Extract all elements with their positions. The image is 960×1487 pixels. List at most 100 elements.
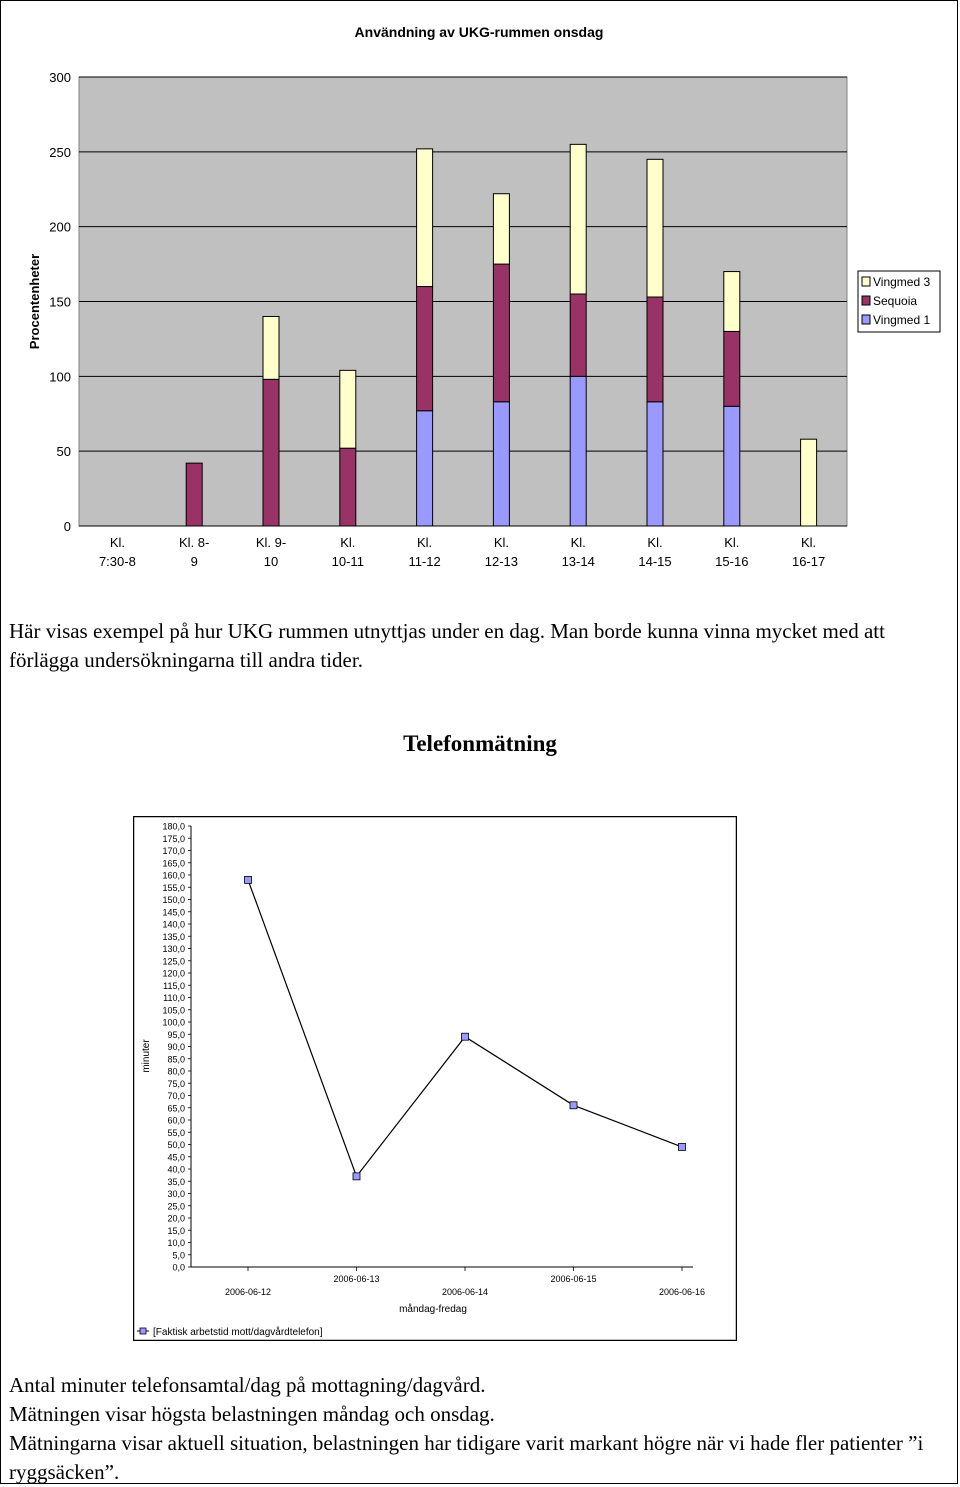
y-tick-label: 0 bbox=[64, 519, 71, 534]
legend-marker bbox=[139, 1327, 147, 1335]
y-tick-label: 75,0 bbox=[167, 1079, 185, 1089]
y-tick-label: 135,0 bbox=[162, 932, 185, 942]
data-point bbox=[461, 1032, 469, 1041]
x-tick-label: 10-11 bbox=[332, 554, 364, 569]
y-tick-label: 35,0 bbox=[167, 1177, 185, 1187]
y-tick-label: 100 bbox=[49, 369, 71, 384]
x-tick-label: Kl. bbox=[340, 535, 355, 550]
y-tick-label: 5,0 bbox=[172, 1250, 185, 1260]
bar-segment bbox=[569, 375, 587, 527]
bar-segment bbox=[646, 401, 664, 527]
caption-line-2: Mätningen visar högsta belastningen månd… bbox=[9, 1402, 495, 1426]
data-point bbox=[244, 876, 252, 884]
y-tick-label: 45,0 bbox=[167, 1152, 185, 1162]
y-tick-label: 15,0 bbox=[167, 1226, 185, 1236]
bar-segment bbox=[800, 438, 818, 527]
chart2-frame bbox=[133, 816, 737, 1341]
bar-segment bbox=[492, 193, 510, 265]
x-tick-label: Kl. bbox=[801, 535, 816, 550]
bar-segment bbox=[646, 158, 664, 298]
bar-segment bbox=[723, 330, 741, 407]
bar-segment bbox=[339, 447, 357, 527]
y-tick-label: 80,0 bbox=[167, 1067, 185, 1077]
y-tick-label: 55,0 bbox=[167, 1128, 185, 1138]
x-tick-label: 13-14 bbox=[562, 554, 595, 569]
y-tick-label: 30,0 bbox=[167, 1189, 185, 1199]
legend-label: [Faktisk arbetstid mott/dagvårdtelefon] bbox=[153, 1326, 323, 1338]
y-tick-label: 170,0 bbox=[162, 846, 185, 856]
bar-segment bbox=[185, 462, 203, 527]
y-tick-label: 145,0 bbox=[162, 907, 185, 917]
bar-segment bbox=[416, 410, 434, 527]
y-tick-label: 115,0 bbox=[163, 981, 185, 991]
chart1-title: Användning av UKG-rummen onsdag bbox=[355, 24, 604, 40]
y-tick-label: 180,0 bbox=[162, 822, 185, 832]
data-point bbox=[678, 1143, 686, 1151]
bar-segment bbox=[569, 293, 587, 377]
legend: [Faktisk arbetstid mott/dagvårdtelefon] bbox=[137, 1326, 323, 1338]
y-tick-label: 110,0 bbox=[163, 993, 185, 1003]
y-tick-label: 60,0 bbox=[167, 1116, 185, 1126]
x-tick-label: 14-15 bbox=[638, 554, 671, 569]
y-tick-label: 150 bbox=[49, 295, 71, 310]
legend-swatch bbox=[861, 295, 871, 306]
y-tick-label: 140,0 bbox=[162, 920, 185, 930]
legend-label: Vingmed 3 bbox=[873, 275, 930, 289]
y-tick-label: 175,0 bbox=[162, 834, 185, 844]
x-tick-label: 2006-06-14 bbox=[442, 1287, 488, 1297]
caption-line-3: Mätningarna visar aktuell situation, bel… bbox=[9, 1431, 924, 1484]
y-tick-label: 105,0 bbox=[162, 1005, 185, 1015]
y-tick-label: 10,0 bbox=[167, 1238, 185, 1248]
chart2-title: Telefonmätning bbox=[403, 731, 557, 756]
bar-segment bbox=[492, 401, 510, 527]
y-tick-label: 165,0 bbox=[162, 858, 185, 868]
x-axis-title: måndag-fredag bbox=[399, 1303, 467, 1315]
x-tick-label: Kl. 8- bbox=[179, 535, 209, 550]
x-tick-label: 16-17 bbox=[792, 554, 825, 569]
x-tick-label: 12-13 bbox=[485, 554, 518, 569]
y-tick-label: 120,0 bbox=[162, 969, 185, 979]
data-point bbox=[569, 1101, 578, 1110]
bar-segment bbox=[262, 315, 280, 380]
y-tick-label: 125,0 bbox=[162, 956, 185, 966]
x-tick-label: 15-16 bbox=[715, 554, 748, 569]
y-tick-label: 50,0 bbox=[167, 1140, 185, 1150]
x-tick-label: Kl. bbox=[571, 535, 586, 550]
caption-line-1: Antal minuter telefonsamtal/dag på motta… bbox=[9, 1373, 486, 1397]
y-axis-title: minuter bbox=[141, 1039, 152, 1073]
x-tick-label: 10 bbox=[264, 554, 278, 569]
y-tick-label: 65,0 bbox=[167, 1103, 185, 1113]
y-tick-label: 150,0 bbox=[162, 895, 185, 905]
y-tick-label: 300 bbox=[49, 70, 71, 85]
x-tick-label: 9 bbox=[191, 554, 198, 569]
legend-label: Vingmed 1 bbox=[873, 313, 930, 327]
x-tick-label: 2006-06-12 bbox=[225, 1287, 271, 1297]
y-tick-label: 50 bbox=[57, 444, 71, 459]
bar-segment bbox=[569, 143, 587, 295]
bar-segment bbox=[492, 263, 510, 403]
y-tick-label: 95,0 bbox=[167, 1030, 185, 1040]
y-tick-label: 70,0 bbox=[167, 1091, 185, 1101]
y-tick-label: 130,0 bbox=[162, 944, 185, 954]
x-tick-label: Kl. bbox=[417, 535, 432, 550]
legend-swatch bbox=[861, 314, 871, 325]
x-tick-label: Kl. bbox=[647, 535, 662, 550]
x-tick-label: Kl. bbox=[494, 535, 509, 550]
bar-segment bbox=[416, 286, 434, 412]
x-tick-label: 2006-06-13 bbox=[333, 1274, 379, 1284]
x-tick-label: Kl. bbox=[110, 535, 125, 550]
y-tick-label: 155,0 bbox=[162, 883, 185, 893]
legend-swatch bbox=[861, 276, 871, 287]
y-tick-label: 200 bbox=[49, 220, 71, 235]
x-tick-label: 2006-06-15 bbox=[550, 1274, 596, 1284]
y-tick-label: 160,0 bbox=[162, 871, 185, 881]
bar-segment bbox=[416, 148, 434, 288]
y-axis-title: Procentenheter bbox=[27, 254, 42, 349]
y-tick-label: 90,0 bbox=[167, 1042, 185, 1052]
y-tick-label: 100,0 bbox=[162, 1018, 185, 1028]
chart2-caption: Antal minuter telefonsamtal/dag på motta… bbox=[9, 1371, 954, 1487]
y-tick-label: 40,0 bbox=[167, 1165, 185, 1175]
legend-label: Sequoia bbox=[873, 294, 917, 308]
x-tick-label: 11-12 bbox=[408, 554, 440, 569]
